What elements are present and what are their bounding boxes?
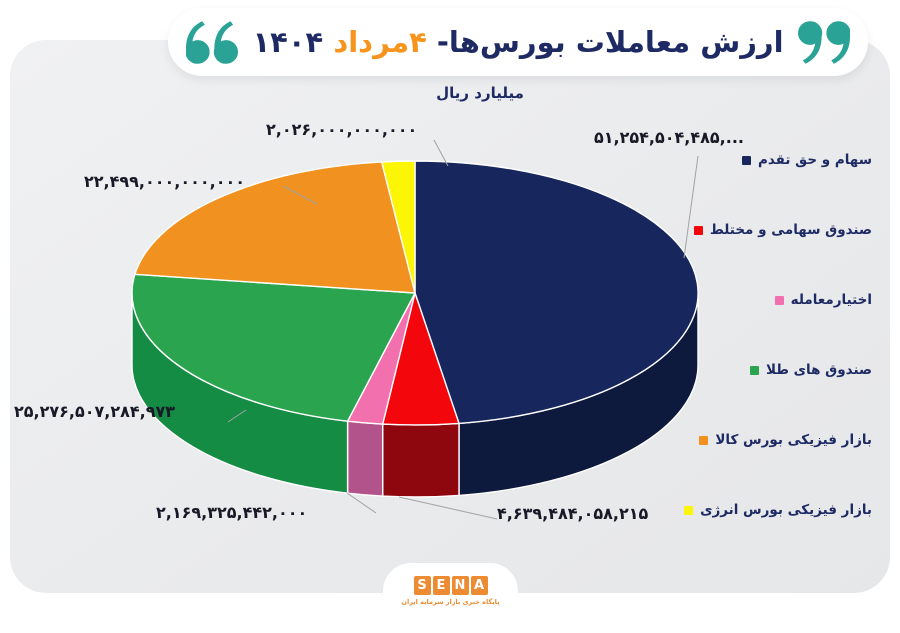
open-quote-icon bbox=[797, 20, 850, 64]
legend-item: بازار فیزیکی بورس انرژی bbox=[684, 502, 872, 518]
legend-marker bbox=[693, 225, 703, 235]
chart-legend: سهام و حق تقدم صندوق سهامی و مختلط اختیا… bbox=[684, 152, 872, 518]
legend-item: صندوق های طلا bbox=[750, 362, 872, 378]
legend-marker bbox=[774, 295, 784, 305]
logo-letter: A bbox=[470, 576, 488, 595]
legend-item-label: اختیارمعامله bbox=[790, 292, 872, 308]
title-date: ۴مرداد bbox=[333, 25, 427, 59]
legend-item-label: بازار فیزیکی بورس انرژی bbox=[700, 502, 872, 518]
chart-unit-label: میلیارد ریال bbox=[436, 84, 524, 102]
legend-marker bbox=[741, 155, 751, 165]
title-banner: ارزش معاملات بورس‌ها- ۴مرداد ۱۴۰۴ bbox=[168, 8, 868, 76]
legend-marker bbox=[750, 365, 760, 375]
logo-letter: N bbox=[451, 576, 469, 595]
legend-item-label: بازار فیزیکی بورس کالا bbox=[715, 432, 872, 448]
title-main: ارزش معاملات بورس‌ها- bbox=[436, 25, 784, 59]
slice-value-label: ۴,۶۳۹,۴۸۴,۰۵۸,۲۱۵ bbox=[497, 504, 649, 523]
legend-item: سهام و حق تقدم bbox=[741, 152, 872, 168]
slice-value-label: ۲,۰۲۶,۰۰۰,۰۰۰,۰۰۰ bbox=[266, 120, 418, 139]
logo-letter: S bbox=[413, 576, 431, 595]
legend-item: صندوق سهامی و مختلط bbox=[693, 222, 872, 238]
legend-item-label: صندوق های طلا bbox=[766, 362, 872, 378]
slice-value-label: ۲۲,۴۹۹,۰۰۰,۰۰۰,۰۰۰ bbox=[84, 172, 246, 191]
legend-marker bbox=[699, 435, 709, 445]
page-title: ارزش معاملات بورس‌ها- ۴مرداد ۱۴۰۴ bbox=[252, 25, 783, 59]
slice-value-label: ۲۵,۲۷۶,۵۰۷,۲۸۴,۹۷۳ bbox=[14, 402, 176, 421]
legend-item: بازار فیزیکی بورس کالا bbox=[699, 432, 872, 448]
close-quote-icon bbox=[186, 20, 239, 64]
legend-marker bbox=[684, 505, 694, 515]
slice-value-label: ۵۱,۲۵۴,۵۰۴,۴۸۵,... bbox=[594, 128, 744, 147]
slice-value-label: ۲,۱۶۹,۳۲۵,۴۴۲,۰۰۰ bbox=[156, 503, 308, 522]
title-year: ۱۴۰۴ bbox=[252, 25, 324, 59]
legend-item: اختیارمعامله bbox=[774, 292, 872, 308]
legend-item-label: سهام و حق تقدم bbox=[757, 152, 872, 168]
sena-logo-tiles: S E N A bbox=[413, 576, 488, 595]
logo-letter: E bbox=[432, 576, 450, 595]
legend-item-label: صندوق سهامی و مختلط bbox=[709, 222, 872, 238]
sena-logo: S E N A پایگاه خبری بازار سرمایه ایران bbox=[383, 563, 518, 633]
sena-tagline: پایگاه خبری بازار سرمایه ایران bbox=[401, 598, 500, 606]
